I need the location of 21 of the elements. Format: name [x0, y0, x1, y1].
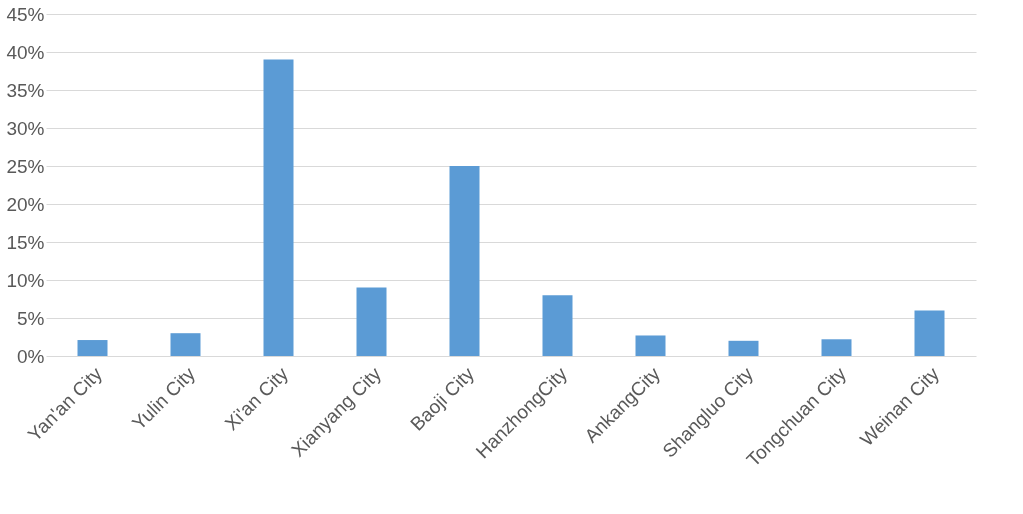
- y-tick-label: 10%: [6, 269, 45, 291]
- y-tick-label: 25%: [6, 155, 45, 177]
- bar: [914, 310, 945, 356]
- bar: [263, 59, 294, 356]
- bar: [77, 340, 108, 356]
- bar: [356, 287, 387, 356]
- bar: [728, 340, 759, 356]
- bar: [821, 339, 852, 356]
- y-tick-label: 40%: [6, 41, 45, 63]
- x-tick-label: Yulin City: [128, 362, 200, 434]
- y-tick-label: 45%: [6, 3, 45, 25]
- bar: [449, 166, 480, 356]
- bar: [170, 333, 201, 356]
- y-tick-label: 30%: [6, 117, 45, 139]
- y-tick-label: 35%: [6, 79, 45, 101]
- bar: [542, 295, 573, 356]
- y-tick-label: 20%: [6, 193, 45, 215]
- bar: [635, 335, 666, 356]
- y-tick-label: 15%: [6, 231, 45, 253]
- y-tick-label: 0%: [17, 345, 45, 367]
- y-tick-label: 5%: [17, 307, 45, 329]
